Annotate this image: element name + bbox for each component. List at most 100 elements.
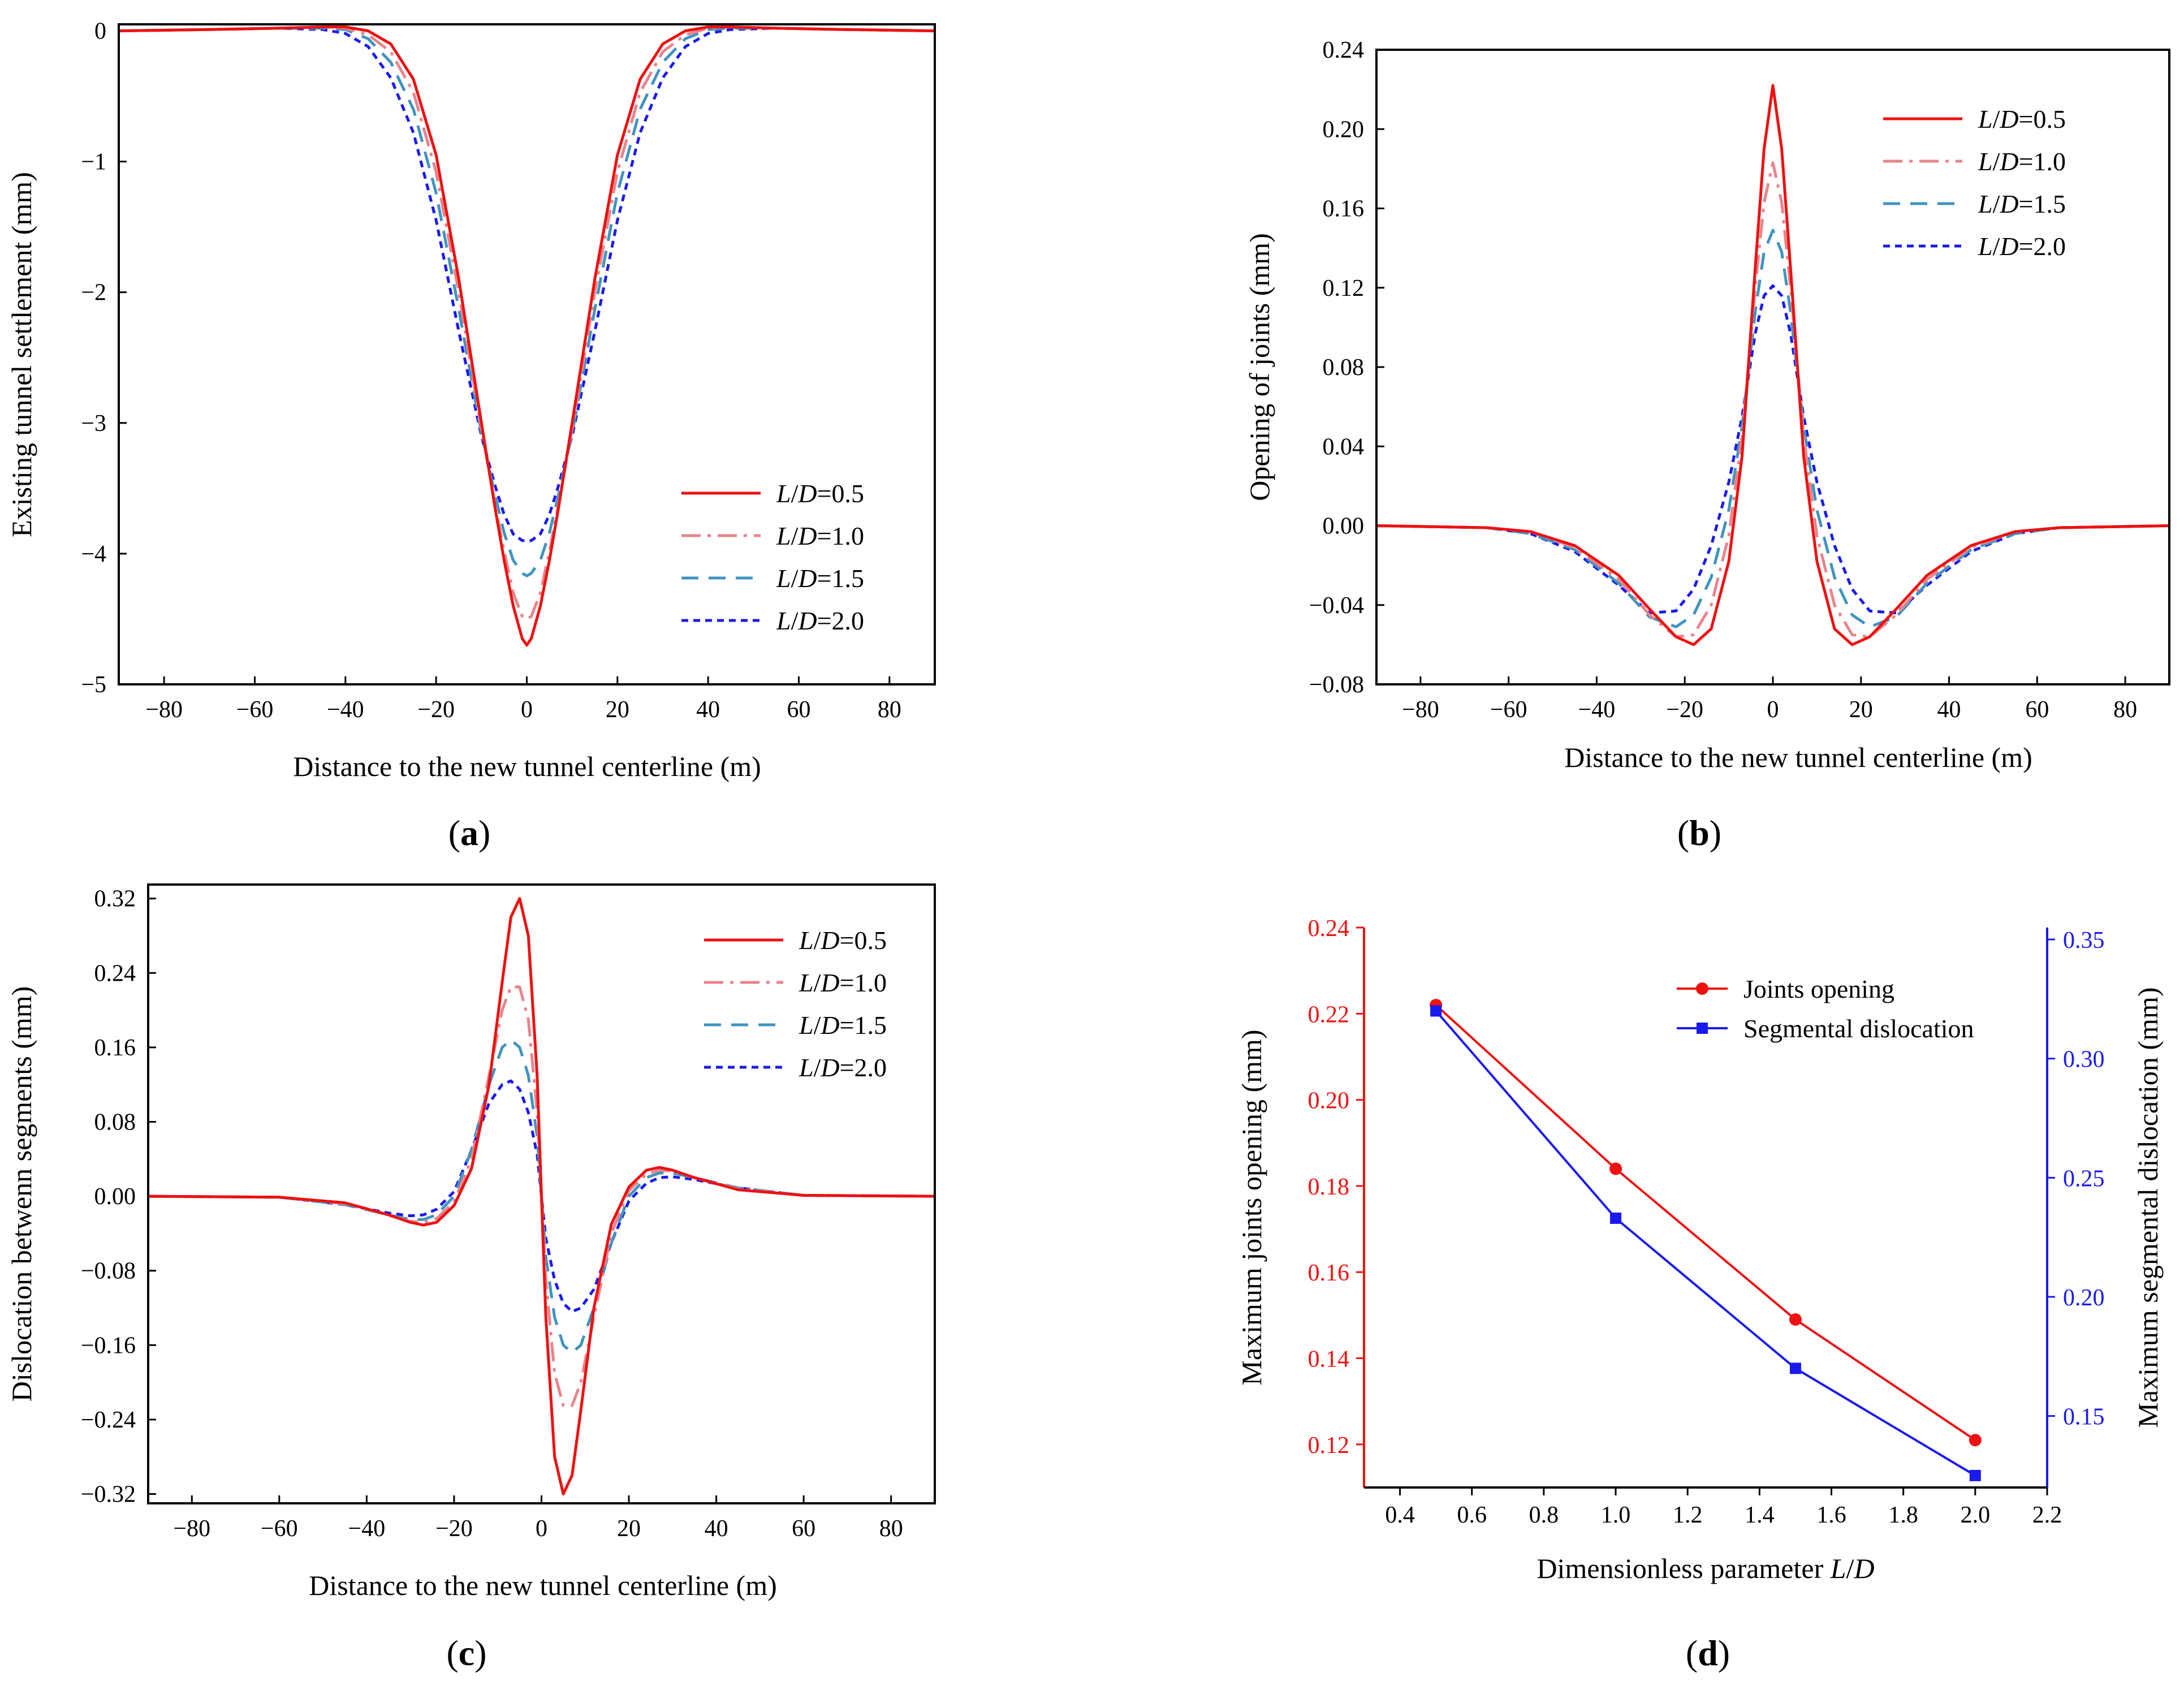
x-tick-label: 0.6: [1457, 1502, 1487, 1528]
x-tick-label: 60: [2025, 697, 2049, 723]
panel-d-legend: Joints opening Segmental dislocation: [1677, 974, 1974, 1043]
y-tick-label: −0.08: [81, 1258, 136, 1284]
panel-a-legend: L/D=0.5 L/D=1.0 L/D=1.5 L/D=2.0: [681, 479, 864, 635]
legend-label: L/D=0.5: [776, 479, 864, 508]
x-tick-label: −20: [417, 697, 455, 723]
x-tick-label: 20: [1849, 697, 1873, 723]
y-tick-label: 0: [94, 19, 106, 45]
right-y-tick-label: 0.15: [2063, 1404, 2105, 1430]
legend-label: L/D=0.5: [1978, 105, 2066, 133]
y-tick-label: 0.32: [94, 886, 136, 912]
legend-swatch-marker: [1696, 982, 1708, 995]
x-tick-label: −80: [1402, 697, 1439, 723]
right-y-tick-label: 0.35: [2063, 928, 2105, 954]
right-y-tick-label: 0.30: [2063, 1047, 2105, 1073]
x-tick-label: 0: [1767, 697, 1779, 723]
x-tick-label: −60: [236, 697, 274, 723]
y-tick-label: 0.24: [1323, 37, 1365, 63]
x-tick-label: −80: [173, 1516, 210, 1542]
y-tick-label: −1: [81, 149, 106, 175]
y-tick-label: 0.24: [94, 960, 136, 986]
panel-a-label: (a): [448, 813, 491, 853]
x-tick-label: −40: [1578, 697, 1616, 723]
legend-swatch-marker: [1697, 1023, 1708, 1034]
x-tick-label: 40: [705, 1516, 728, 1542]
y-tick-label: 0.08: [94, 1110, 136, 1136]
x-tick-label: −20: [1666, 697, 1703, 723]
y-tick-label: 0.08: [1323, 355, 1365, 381]
panel-c-legend: L/D=0.5 L/D=1.0 L/D=1.5 L/D=2.0: [704, 926, 887, 1082]
panel-d-ticks: 0.4 0.6 0.8 1.0 1.2 1.4 1.6 1.8 2.0 2.2 0.24 0.22 0.…: [1308, 916, 2105, 1528]
x-tick-label: 1.4: [1745, 1502, 1775, 1528]
x-tick-label: 20: [606, 697, 629, 723]
left-y-tick-label: 0.20: [1308, 1088, 1350, 1114]
x-tick-label: −60: [261, 1516, 298, 1542]
x-tick-label: 2.0: [1961, 1502, 1991, 1528]
panel-c-y-axis-title: Dislocation betwenn segments (mm): [6, 986, 37, 1402]
series-line-05: [1376, 84, 2170, 646]
y-tick-label: −2: [81, 280, 106, 306]
left-y-tick-label: 0.16: [1308, 1260, 1350, 1286]
data-point-square: [1610, 1212, 1622, 1224]
x-tick-label: 0.4: [1385, 1502, 1415, 1528]
panel-d-left-y-axis-title: Maximum joints opening (mm): [1236, 1029, 1267, 1385]
panel-a-ticks: −80 −60 −40 −20 0 20 40 60 80 0 −1 −2 −3 −4 −5: [81, 19, 901, 723]
panel-b-legend: L/D=0.5 L/D=1.0 L/D=1.5 L/D=2.0: [1883, 105, 2066, 261]
x-tick-label: 1.0: [1601, 1502, 1631, 1528]
panel-b-x-axis-title: Distance to the new tunnel centerline (m…: [1564, 741, 2032, 773]
legend-label: Segmental dislocation: [1743, 1014, 1974, 1043]
panel-b-ticks: −80 −60 −40 −20 0 20 40 60 80 0.24 0.20 0.16 0.12 0.0…: [1309, 37, 2137, 723]
panel-c-x-axis-title: Distance to the new tunnel centerline (m…: [309, 1569, 776, 1601]
y-tick-label: −0.16: [81, 1333, 136, 1359]
x-tick-label: 1.8: [1888, 1502, 1918, 1528]
legend-label: L/D=0.5: [799, 926, 887, 955]
legend-label: L/D=2.0: [799, 1053, 887, 1082]
y-tick-label: −3: [81, 411, 106, 437]
x-tick-label: 80: [2113, 697, 2137, 723]
y-tick-label: −4: [81, 541, 106, 567]
right-y-tick-label: 0.20: [2063, 1285, 2105, 1311]
legend-label: L/D=1.5: [799, 1011, 887, 1040]
x-tick-label: −80: [145, 697, 183, 723]
x-tick-label: −40: [327, 697, 364, 723]
panel-a: −80 −60 −40 −20 0 20 40 60 80 0 −1 −2 −3 −4 −5 L/D=0.5…: [6, 19, 936, 853]
data-point-circle: [1789, 1313, 1802, 1326]
y-tick-label: −0.08: [1309, 672, 1364, 698]
series-line-10: [148, 985, 935, 1407]
series-line-20: [148, 1079, 935, 1313]
x-tick-label: 20: [617, 1516, 641, 1542]
legend-label: L/D=1.0: [776, 521, 864, 550]
series-line-05: [118, 25, 935, 647]
series-line-15: [1376, 228, 2170, 628]
x-tick-label: 60: [792, 1516, 815, 1542]
panel-b-series: [1376, 84, 2170, 646]
panel-a-series: [118, 25, 935, 647]
x-tick-label: 80: [879, 1516, 903, 1542]
panel-d-series: [1430, 999, 1982, 1481]
panel-d: 0.4 0.6 0.8 1.0 1.2 1.4 1.6 1.8 2.0 2.2 0.24 0.22 0.…: [1236, 916, 2164, 1673]
legend-label: L/D=1.5: [1978, 189, 2066, 218]
x-tick-label: −20: [435, 1516, 473, 1542]
panel-d-label: (d): [1686, 1633, 1730, 1673]
panel-b-y-axis-title: Opening of joints (mm): [1244, 233, 1275, 501]
series-line-20: [1376, 284, 2170, 615]
data-point-square: [1969, 1469, 1981, 1481]
y-tick-label: 0.16: [94, 1035, 136, 1061]
series-line-15: [148, 1038, 935, 1354]
panel-c-series: [148, 897, 935, 1495]
panel-d-x-axis-title: Dimensionless parameter L/D: [1536, 1553, 1874, 1584]
legend-label: L/D=1.5: [776, 564, 864, 593]
x-tick-label: 60: [787, 697, 811, 723]
panel-c: −80 −60 −40 −20 0 20 40 60 80 0.32 0.24 0.16 0.08 0.0…: [6, 883, 936, 1673]
y-tick-label: −0.04: [1309, 593, 1364, 619]
x-tick-label: 80: [878, 697, 901, 723]
y-tick-label: 0.12: [1323, 275, 1365, 301]
x-tick-label: 40: [1937, 697, 1961, 723]
panel-b-plot-frame: [1375, 49, 2170, 685]
legend-label: L/D=2.0: [1978, 232, 2066, 261]
x-tick-label: 0: [521, 697, 533, 723]
data-point-circle: [1609, 1162, 1622, 1175]
panel-b-label: (b): [1677, 813, 1721, 853]
series-line-circle: [1435, 1004, 1976, 1441]
